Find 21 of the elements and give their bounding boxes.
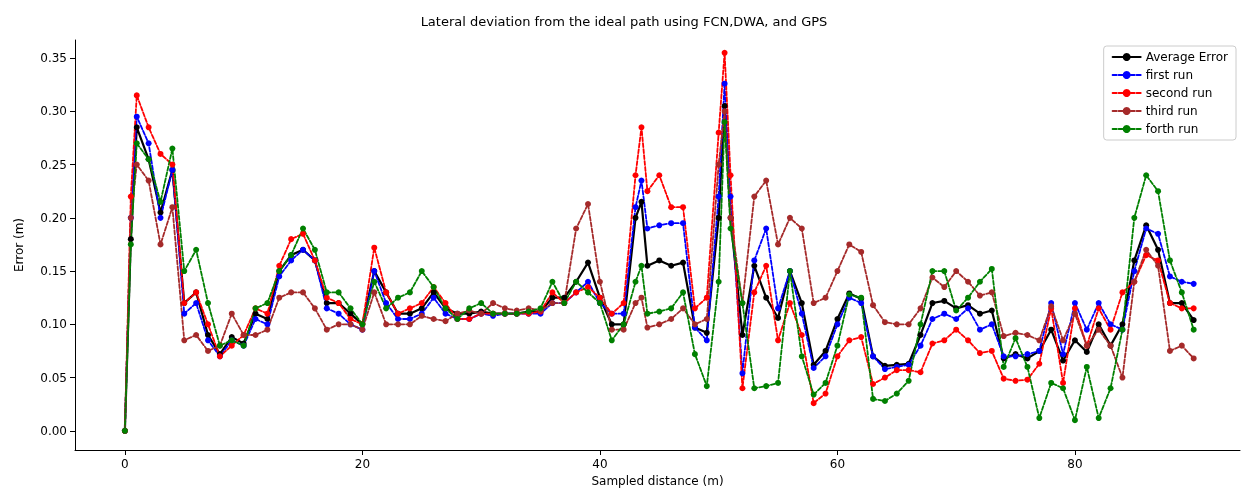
legend-label: second run: [1145, 86, 1213, 100]
y-tick-label: 0.15: [40, 264, 67, 279]
x-tick-label: 0: [121, 457, 129, 471]
y-tick-label: 0.25: [40, 157, 67, 172]
legend-label: third run: [1145, 104, 1198, 118]
legend-label: first run: [1145, 68, 1194, 82]
y-tick-label: 0.05: [40, 370, 67, 385]
x-tick-label: 40: [592, 457, 608, 471]
chart-title: Lateral deviation from the ideal path using FCN,DWA, and GPS: [420, 14, 828, 29]
x-axis-title: Sampled distance (m): [591, 473, 724, 488]
legend-label: Average Error: [1145, 50, 1229, 64]
x-tick-label: 60: [829, 457, 846, 471]
y-tick-label: 0.10: [40, 317, 67, 332]
y-tick-label: 0.35: [40, 51, 67, 66]
y-tick-label: 0.00: [40, 423, 67, 438]
y-tick-label: 0.20: [40, 210, 67, 225]
y-axis-title: Error (m): [12, 217, 26, 273]
x-tick-label: 80: [1067, 457, 1083, 471]
y-tick-label: 0.30: [40, 104, 67, 119]
legend-label: forth run: [1145, 122, 1199, 136]
x-tick-label: 20: [354, 457, 371, 471]
